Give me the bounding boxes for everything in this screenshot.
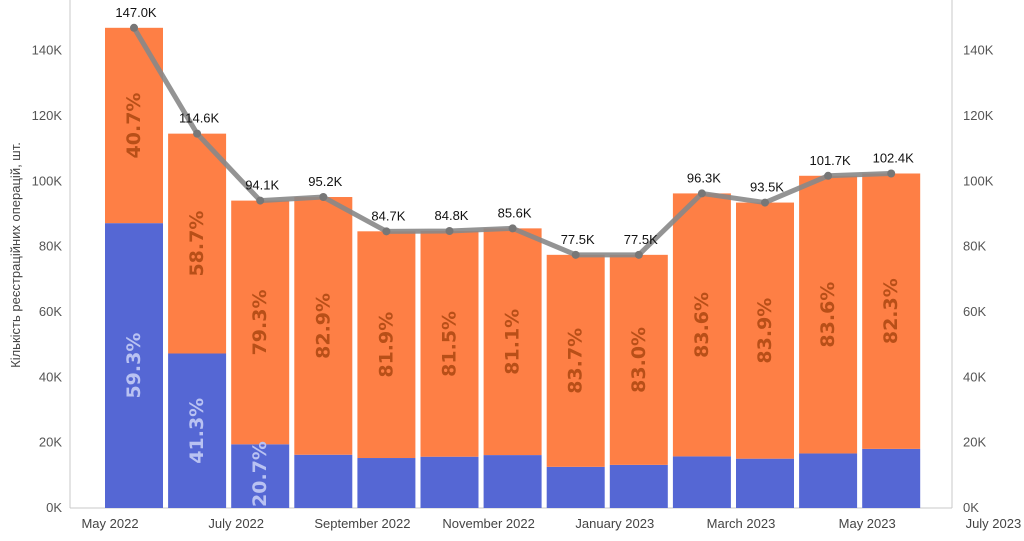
top-share-label: 40.7% bbox=[123, 93, 145, 159]
total-value-label: 95.2K bbox=[308, 174, 342, 189]
y-tick-label-right: 80K bbox=[963, 239, 986, 254]
total-value-label: 94.1K bbox=[245, 178, 279, 193]
total-value-label: 77.5K bbox=[624, 232, 658, 247]
bar-segment-top bbox=[357, 231, 416, 459]
total-value-label: 85.6K bbox=[498, 205, 532, 220]
bar-segment-bottom bbox=[609, 464, 668, 508]
y-tick-label-left: 80K bbox=[39, 239, 62, 254]
total-point bbox=[445, 226, 454, 235]
total-point bbox=[256, 196, 265, 205]
top-share-label: 82.3% bbox=[880, 278, 902, 344]
bar-segment-bottom bbox=[483, 455, 542, 508]
y-tick-label-right: 40K bbox=[963, 369, 986, 384]
total-point bbox=[319, 193, 328, 202]
y-tick-label-right: 60K bbox=[963, 304, 986, 319]
bar-segment-top bbox=[483, 228, 542, 456]
bar-segment-bottom bbox=[294, 454, 353, 508]
top-share-label: 83.7% bbox=[565, 328, 587, 394]
top-share-label: 83.6% bbox=[817, 282, 839, 348]
bar-segment-bottom bbox=[168, 353, 227, 508]
bar-segment-bottom bbox=[736, 458, 794, 508]
y-tick-label-left: 0K bbox=[46, 500, 62, 515]
total-value-label: 84.8K bbox=[435, 208, 469, 223]
top-share-label: 83.9% bbox=[754, 298, 776, 364]
y-tick-label-left: 140K bbox=[32, 43, 63, 58]
x-tick-label: July 2022 bbox=[208, 516, 264, 531]
x-tick-label: July 2023 bbox=[966, 516, 1022, 531]
bar-segment-top bbox=[736, 202, 794, 459]
bottom-share-label: 20.7% bbox=[249, 441, 271, 507]
top-share-label: 83.0% bbox=[628, 327, 650, 393]
top-share-label: 81.1% bbox=[502, 309, 524, 375]
total-point bbox=[571, 250, 580, 259]
bar-segment-bottom bbox=[672, 456, 731, 508]
bar-segment-top bbox=[546, 254, 605, 467]
total-value-label: 84.7K bbox=[371, 208, 405, 223]
total-point bbox=[508, 224, 517, 233]
bar-segment-bottom bbox=[546, 466, 605, 508]
total-point bbox=[824, 171, 833, 180]
bar-segment-bottom bbox=[357, 458, 416, 508]
top-share-label: 79.3% bbox=[249, 289, 271, 355]
y-axis-label: Кількість реєстраційних операцій, шт. bbox=[8, 142, 23, 368]
y-tick-label-left: 120K bbox=[32, 108, 63, 123]
y-tick-label-right: 140K bbox=[963, 43, 994, 58]
total-line bbox=[130, 23, 896, 259]
total-point bbox=[634, 250, 643, 259]
y-tick-label-left: 40K bbox=[39, 369, 62, 384]
x-tick-label: May 2022 bbox=[81, 516, 138, 531]
x-tick-label: May 2023 bbox=[839, 516, 896, 531]
total-point bbox=[130, 23, 138, 32]
y-tick-label-left: 20K bbox=[39, 435, 62, 450]
labels: 40.7% 59.3% 58.7% 41.3% 79.3% 20.7% 82.9% 81.9%… bbox=[115, 5, 914, 507]
top-share-label: 81.5% bbox=[439, 311, 461, 377]
bar-segment-bottom bbox=[231, 444, 290, 508]
bar-segment-top bbox=[231, 200, 290, 445]
total-value-label: 93.5K bbox=[750, 180, 784, 195]
total-point bbox=[697, 189, 706, 198]
x-tick-label: September 2022 bbox=[314, 516, 410, 531]
total-value-label: 102.4K bbox=[873, 150, 915, 165]
y-tick-label-right: 120K bbox=[963, 108, 994, 123]
y-tick-label-right: 20K bbox=[963, 435, 986, 450]
y-tick-label-left: 60K bbox=[39, 304, 62, 319]
total-value-label: 96.3K bbox=[687, 170, 721, 185]
bar-segment-top bbox=[609, 254, 668, 465]
bottom-share-label: 59.3% bbox=[123, 333, 145, 399]
y-tick-label-left: 100K bbox=[32, 173, 63, 188]
bottom-share-label: 41.3% bbox=[186, 398, 208, 464]
top-share-label: 83.6% bbox=[691, 292, 713, 358]
top-share-label: 58.7% bbox=[186, 211, 208, 277]
bar-segment-top bbox=[294, 197, 353, 455]
total-value-label: 147.0K bbox=[115, 5, 157, 20]
total-value-label: 114.6K bbox=[179, 111, 220, 126]
total-point bbox=[193, 129, 202, 138]
y-tick-label-right: 0K bbox=[963, 500, 979, 515]
axes: 0K 0K 20K 20K 40K 40K 60K 60K 80K 80K 100K 100K 120K… bbox=[32, 0, 1022, 531]
total-value-label: 77.5K bbox=[561, 232, 595, 247]
bar-segment-bottom bbox=[420, 456, 479, 508]
x-tick-label: March 2023 bbox=[707, 516, 776, 531]
bar-segment-top bbox=[862, 173, 921, 449]
x-tick-label: January 2023 bbox=[575, 516, 654, 531]
total-point bbox=[887, 169, 896, 178]
total-value-label: 101.7K bbox=[809, 153, 851, 168]
bar-segment-top bbox=[799, 175, 858, 454]
bar-segment-top bbox=[672, 193, 731, 457]
bar-segment-bottom bbox=[799, 453, 858, 508]
top-share-label: 82.9% bbox=[312, 293, 334, 359]
total-point bbox=[761, 198, 769, 207]
bar-segment-bottom bbox=[105, 223, 163, 508]
bar-segment-bottom bbox=[862, 448, 921, 508]
total-point bbox=[382, 227, 391, 236]
bar-segment-top bbox=[420, 230, 479, 457]
top-share-label: 81.9% bbox=[375, 312, 397, 378]
y-tick-label-right: 100K bbox=[963, 173, 994, 188]
bar-segment-top bbox=[168, 133, 227, 354]
bars bbox=[105, 27, 921, 508]
x-tick-label: November 2022 bbox=[442, 516, 535, 531]
